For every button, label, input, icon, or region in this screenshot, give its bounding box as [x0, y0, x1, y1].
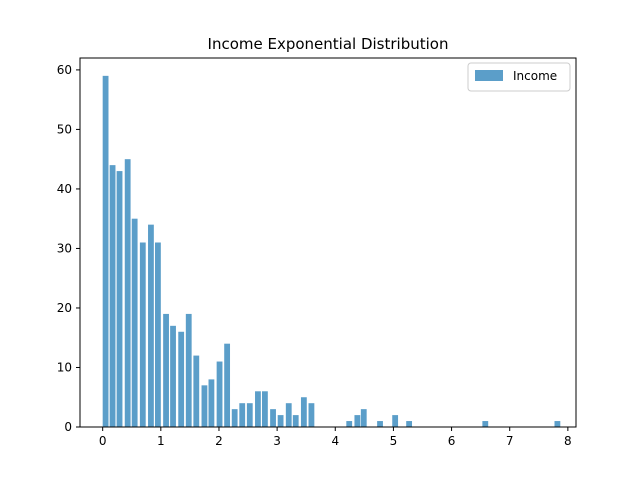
bar [246, 403, 253, 427]
bar [178, 331, 185, 427]
bar [354, 415, 361, 427]
x-tick-label: 8 [564, 434, 572, 448]
bar [292, 415, 299, 427]
bar [116, 171, 123, 427]
bar [224, 343, 231, 427]
x-tick-label: 0 [99, 434, 107, 448]
bar [139, 242, 146, 427]
legend: Income [467, 62, 571, 92]
x-tick-label: 2 [215, 434, 223, 448]
bar [208, 379, 215, 427]
x-tick-label: 5 [390, 434, 398, 448]
x-tick-label: 3 [273, 434, 281, 448]
legend-swatch [475, 70, 503, 81]
bar [300, 397, 307, 427]
x-tick-label: 1 [157, 434, 165, 448]
bar [377, 421, 383, 427]
y-tick-label: 60 [57, 63, 72, 77]
bar [239, 403, 246, 427]
plot-frame [79, 57, 577, 428]
bar [360, 409, 367, 427]
y-tick-label: 50 [57, 122, 72, 136]
bar [262, 391, 268, 427]
bar [231, 409, 238, 427]
bar [185, 313, 192, 427]
y-tick-label: 30 [57, 241, 72, 255]
bar [201, 385, 208, 427]
legend-label: Income [513, 69, 557, 83]
bar [216, 361, 223, 427]
bar [406, 421, 413, 427]
bar [109, 165, 116, 427]
bar [392, 415, 399, 427]
bars-layer [102, 75, 561, 427]
x-tick-label: 4 [331, 434, 339, 448]
y-tick-label: 40 [57, 182, 72, 196]
bar [285, 403, 292, 427]
x-axis: 0 1 2 3 4 5 6 7 8 [99, 427, 572, 448]
bar [277, 415, 284, 427]
bar [148, 224, 154, 427]
y-tick-label: 20 [57, 301, 72, 315]
bar [193, 355, 200, 427]
bar [482, 421, 489, 427]
y-tick-label: 0 [64, 420, 72, 434]
bar [170, 325, 176, 427]
bar [102, 75, 109, 427]
bar [554, 421, 561, 427]
bar [255, 391, 261, 427]
y-axis: 0 10 20 30 40 50 60 [57, 63, 80, 434]
bar [163, 313, 169, 427]
x-tick-label: 6 [448, 434, 456, 448]
bar [124, 159, 131, 427]
y-tick-label: 10 [57, 360, 72, 374]
x-tick-label: 7 [506, 434, 514, 448]
chart-title: Income Exponential Distribution [208, 35, 449, 53]
bar [346, 421, 353, 427]
bar [270, 409, 276, 427]
bar [131, 218, 138, 427]
bar [308, 403, 315, 427]
bar [155, 242, 161, 427]
